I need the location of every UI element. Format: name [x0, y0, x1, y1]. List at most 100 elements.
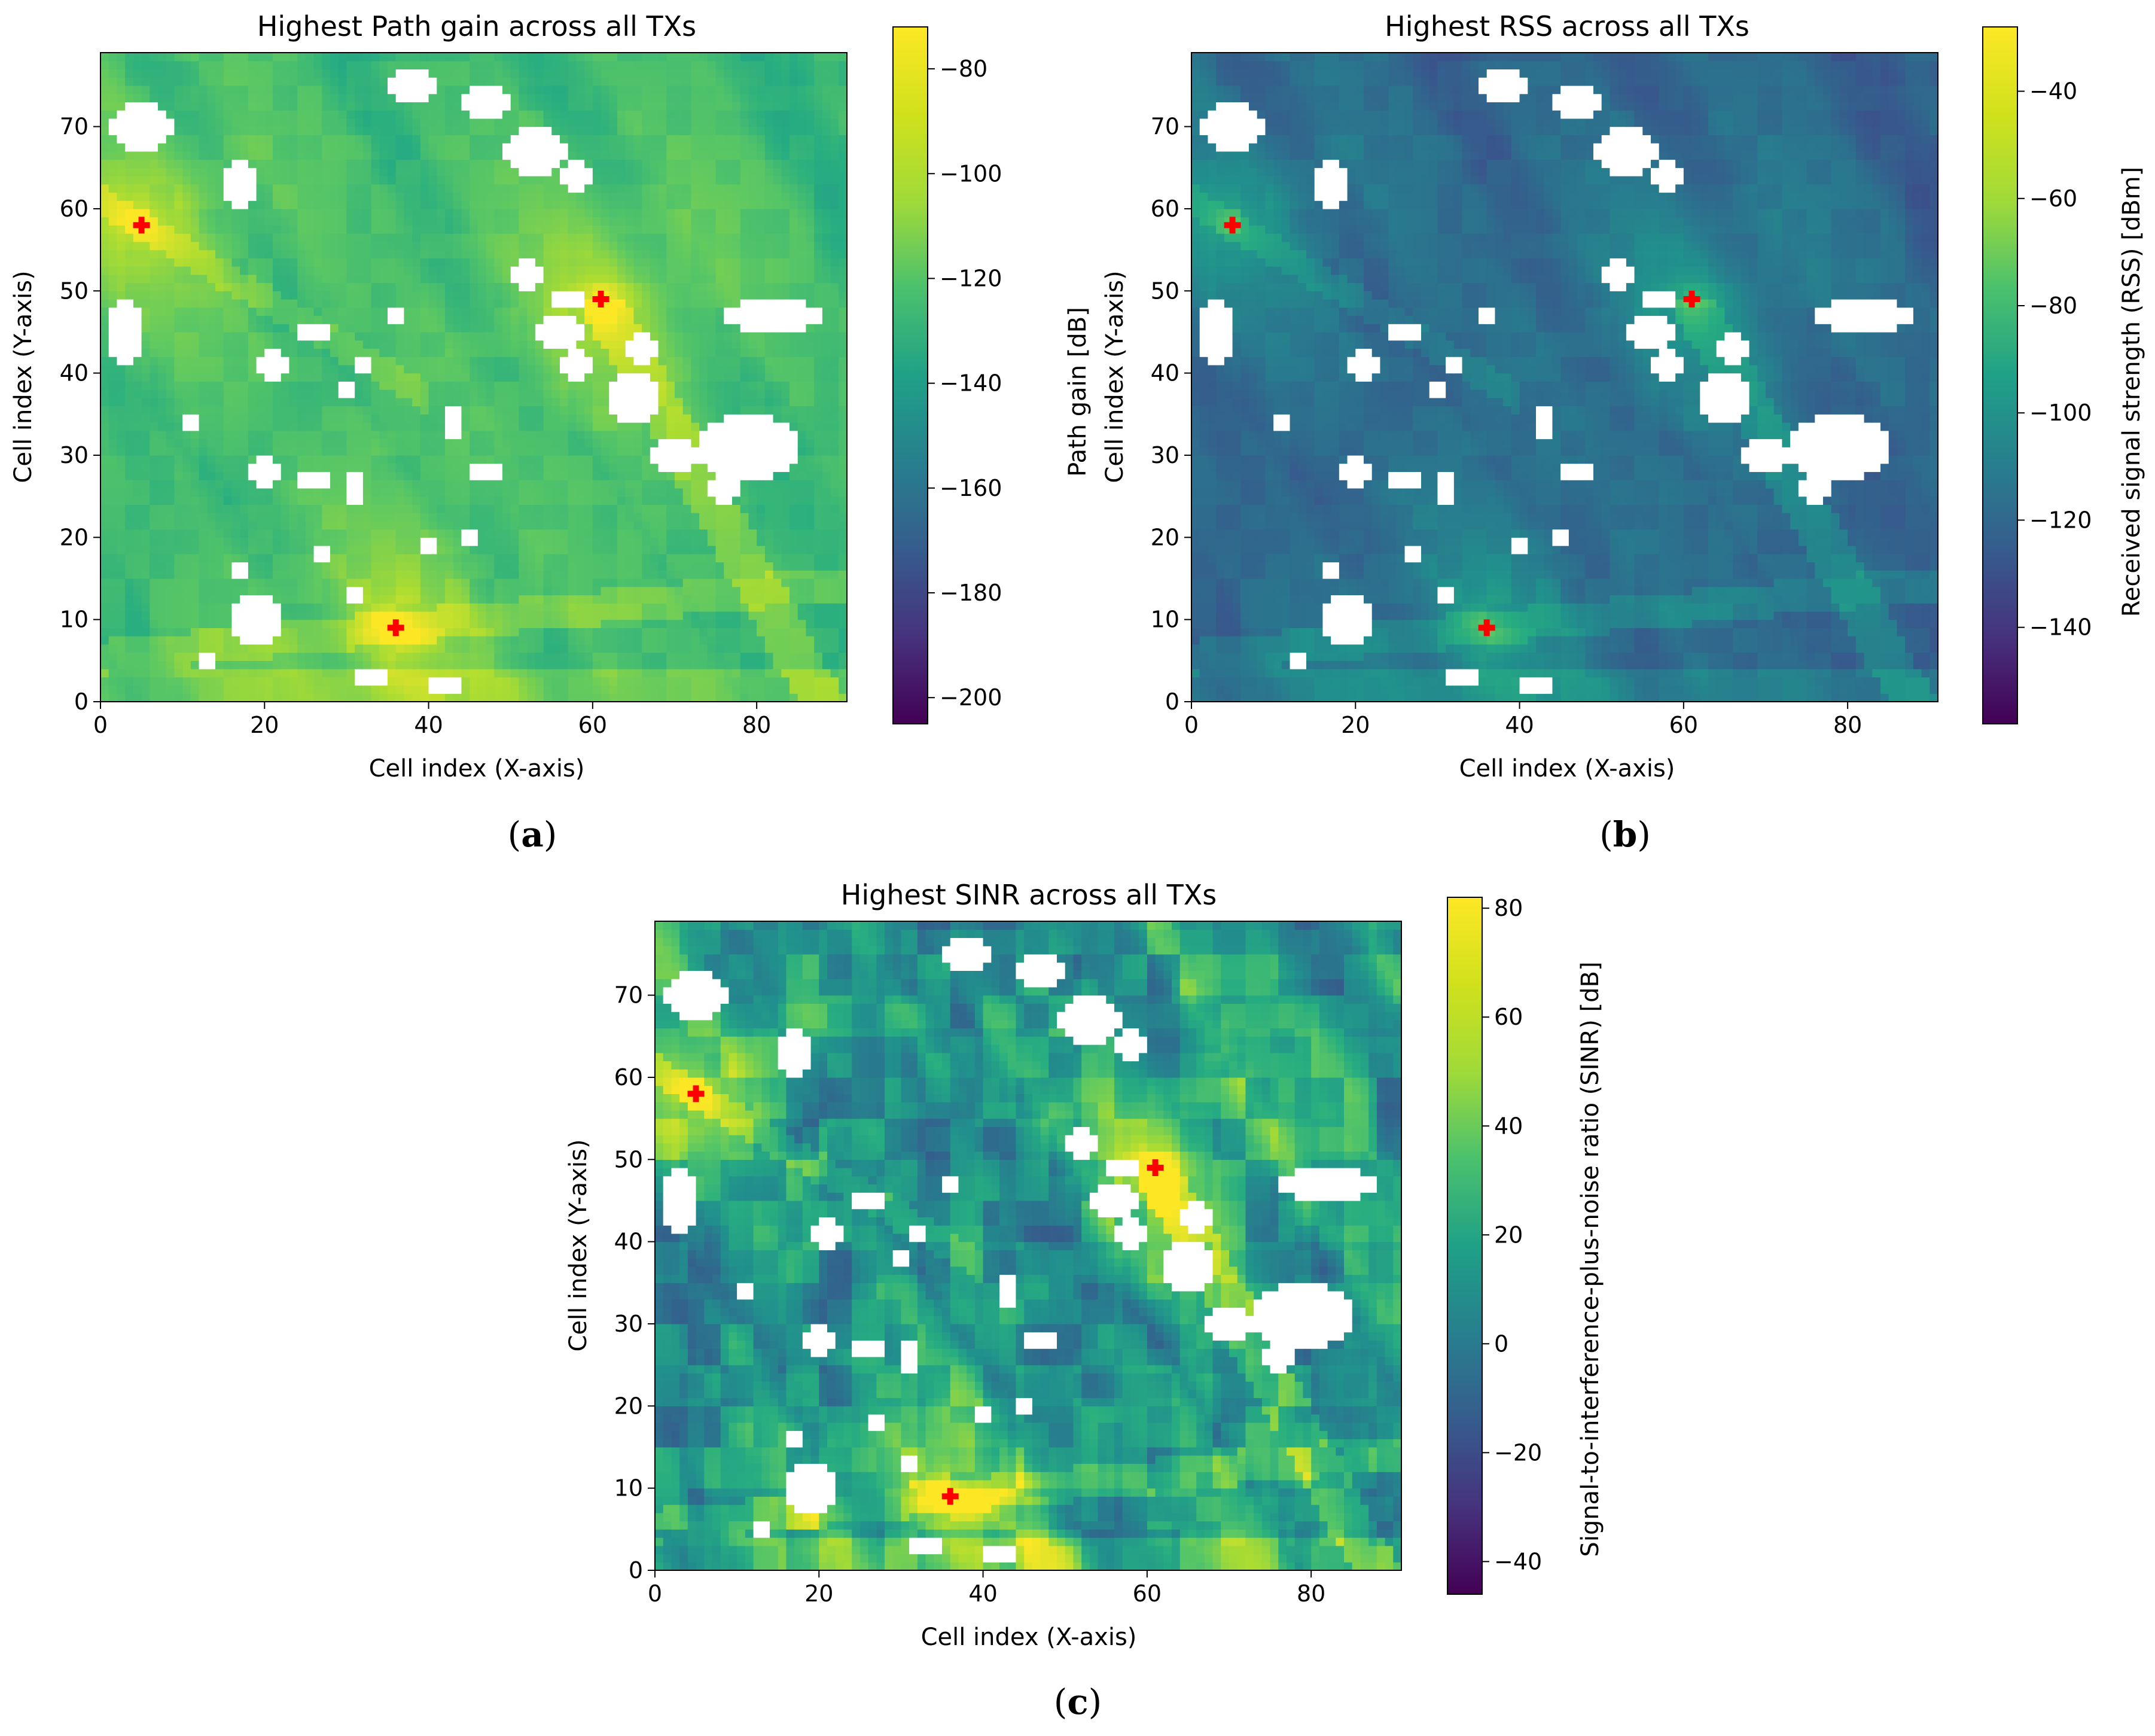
heatmap-cell: [650, 562, 659, 571]
heatmap-cell: [764, 669, 774, 678]
heatmap-cell: [535, 291, 544, 300]
heatmap-cell: [437, 636, 446, 645]
heatmap-cell: [305, 546, 315, 555]
heatmap-cell: [477, 652, 487, 661]
heatmap-cell: [666, 471, 675, 480]
heatmap-cell: [223, 562, 233, 571]
heatmap-cell: [732, 249, 741, 258]
heatmap-cell: [166, 546, 175, 555]
heatmap-cell: [699, 315, 708, 324]
heatmap-cell: [355, 504, 364, 513]
heatmap-cell: [830, 315, 839, 324]
heatmap-cell: [362, 291, 372, 300]
heatmap-cell: [666, 324, 675, 333]
heatmap-cell: [691, 331, 700, 341]
heatmap-cell: [732, 496, 741, 505]
heatmap-cell: [141, 619, 150, 628]
heatmap-cell: [757, 291, 766, 300]
heatmap-cell: [190, 430, 200, 440]
heatmap-cell: [470, 373, 478, 382]
heatmap-cell: [535, 315, 544, 324]
heatmap-cell: [740, 693, 749, 702]
heatmap-cell: [748, 488, 757, 497]
heatmap-cell: [412, 447, 421, 456]
heatmap-cell: [289, 299, 298, 308]
heatmap-cell: [428, 546, 437, 555]
heatmap-cell: [650, 397, 659, 407]
heatmap-cell: [666, 553, 675, 563]
heatmap-cell: [404, 644, 413, 653]
heatmap-cell: [404, 357, 413, 366]
heatmap-cell: [707, 628, 717, 636]
heatmap-cell: [445, 307, 454, 316]
heatmap-cell: [707, 414, 717, 423]
heatmap-cell: [174, 693, 183, 702]
heatmap-cell: [584, 438, 593, 447]
heatmap-cell: [273, 660, 282, 669]
heatmap-cell: [830, 373, 839, 382]
heatmap-cell: [494, 455, 503, 464]
heatmap-cell: [757, 471, 766, 480]
heatmap-cell: [839, 438, 848, 447]
heatmap-cell: [543, 677, 552, 686]
heatmap-cell: [658, 324, 667, 333]
heatmap-cell: [453, 603, 462, 612]
heatmap-cell: [814, 324, 823, 333]
heatmap-cell: [158, 611, 167, 620]
heatmap-cell: [231, 513, 240, 522]
heatmap-cell: [108, 685, 118, 694]
heatmap-cell: [601, 611, 609, 620]
heatmap-cell: [568, 258, 577, 267]
heatmap-cell: [207, 553, 216, 563]
heatmap-cell: [551, 595, 560, 604]
heatmap-cell: [551, 357, 560, 366]
heatmap-cell: [822, 636, 831, 645]
heatmap-cell: [281, 406, 290, 415]
heatmap-cell: [108, 504, 118, 513]
heatmap-cell: [682, 315, 692, 324]
heatmap-cell: [543, 307, 552, 316]
heatmap-cell: [207, 340, 216, 349]
heatmap-cell: [486, 373, 495, 382]
heatmap-cell: [182, 504, 191, 513]
heatmap-cell: [757, 595, 766, 604]
heatmap-cell: [502, 652, 511, 661]
heatmap-cell: [199, 504, 208, 513]
heatmap-cell: [158, 331, 167, 341]
heatmap-cell: [773, 660, 782, 669]
heatmap-cell: [428, 595, 437, 604]
heatmap-cell: [174, 537, 183, 546]
heatmap-cell: [584, 364, 593, 374]
heatmap-cell: [543, 513, 552, 522]
heatmap-cell: [174, 406, 183, 415]
heatmap-cell: [592, 496, 602, 505]
heatmap-cell: [338, 249, 348, 258]
heatmap-cell: [313, 348, 322, 357]
heatmap-cell: [346, 496, 355, 505]
heatmap-cell: [141, 381, 150, 390]
heatmap-cell: [715, 520, 724, 530]
heatmap-cell: [388, 389, 397, 398]
heatmap-cell: [355, 619, 364, 628]
heatmap-cell: [281, 570, 290, 579]
heatmap-cell: [543, 348, 552, 357]
heatmap-cell: [395, 463, 405, 473]
heatmap-cell: [133, 520, 142, 530]
heatmap-cell: [470, 677, 478, 686]
heatmap-cell: [199, 669, 208, 678]
heatmap-cell: [568, 414, 577, 423]
heatmap-cell: [379, 520, 388, 530]
heatmap-cell: [584, 282, 593, 291]
heatmap-cell: [437, 266, 446, 275]
heatmap-cell: [642, 357, 651, 366]
heatmap-cell: [790, 636, 798, 645]
heatmap-cell: [453, 546, 462, 555]
heatmap-cell: [551, 513, 560, 522]
heatmap-cell: [830, 603, 839, 612]
heatmap-cell: [330, 586, 339, 596]
heatmap-cell: [158, 619, 167, 628]
heatmap-cell: [190, 595, 200, 604]
heatmap-cell: [764, 331, 774, 341]
heatmap-cell: [199, 274, 208, 284]
heatmap-cell: [330, 291, 339, 300]
